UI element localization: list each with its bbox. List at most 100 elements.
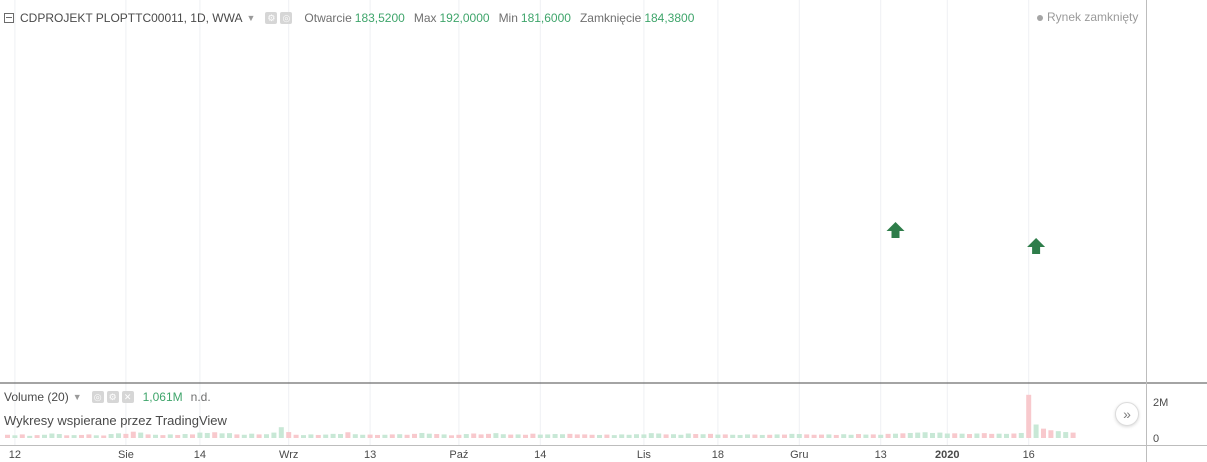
volume-bar [611,435,617,438]
volume-bar [515,434,521,438]
volume-bar [745,434,750,438]
volume-bar [182,434,188,438]
chart-annotations [886,222,1046,254]
date-tick-label: Paź [449,449,468,461]
volume-bar [833,434,839,438]
up-arrow-icon [1027,238,1046,254]
volume-bar [197,432,203,438]
date-tick-label: 2020 [935,449,959,461]
volume-bar [870,434,876,438]
volume-bar [315,434,321,438]
volume-bar [130,431,136,438]
volume-bar [1011,433,1017,438]
volume-bar [12,435,18,438]
open-label: Otwarcie [304,11,352,25]
date-tick-label: Gru [790,449,808,461]
volume-bar [264,434,269,438]
date-tick-label: 16 [1023,449,1035,461]
close-icon[interactable]: ✕ [121,391,134,403]
volume-bar [863,434,869,438]
volume-bar [989,433,995,438]
date-tick-label: 13 [364,449,376,461]
volume-bar [56,434,62,438]
settings-icon[interactable]: ⚙ [106,391,119,403]
close-label: Zamknięcie [579,11,642,25]
market-status: Rynek zamknięty [1037,10,1138,24]
visibility-icon[interactable]: ◎ [91,391,104,403]
volume-bar [811,434,817,438]
volume-bar [308,434,314,438]
volume-bar [108,434,114,438]
powered-by-text[interactable]: Wykresy wspierane przez TradingView [4,413,227,428]
volume-bar [552,434,558,438]
volume-bar [804,434,810,438]
date-tick-label: 13 [875,449,887,461]
volume-bar [345,432,351,438]
volume-bar [885,433,891,438]
volume-na: n.d. [190,390,211,404]
symbol-icon[interactable] [4,13,14,23]
volume-bar [116,433,121,438]
chevron-down-icon[interactable]: ▼ [246,13,256,23]
volume-bar [419,432,425,438]
date-tick-label: Lis [637,449,652,461]
scroll-right-icon[interactable]: » [1115,402,1139,426]
volume-bars [5,394,1076,438]
volume-bar [286,432,292,438]
volume-label[interactable]: Volume (20) [4,390,69,404]
volume-bar [463,434,469,438]
volume-bar [722,434,728,438]
volume-bar [456,434,462,438]
volume-bar [730,434,736,438]
volume-bar [27,435,33,438]
volume-bar [278,427,284,438]
volume-bar [589,434,595,438]
volume-bar [360,434,366,438]
volume-bar [234,434,240,438]
visibility-icon[interactable]: ◎ [280,12,293,24]
volume-bar [685,433,691,438]
volume-bar [634,434,639,438]
volume-bar [656,433,662,438]
volume-bar [715,434,721,438]
volume-bar [856,434,861,438]
chart-grid [14,0,1030,445]
volume-bar [671,434,676,438]
volume-bar [19,434,25,438]
date-tick-label: 14 [534,449,546,461]
volume-bar [241,434,247,438]
volume-bar [426,433,432,438]
volume-bar [441,434,447,438]
date-tick-label: 12 [9,449,21,461]
volume-bar [545,434,551,438]
volume-bar [678,434,684,438]
volume-bar [930,432,935,438]
volume-bar [1063,432,1069,438]
min-label: Min [498,11,518,25]
volume-bar [693,434,699,438]
volume-bar [397,434,403,438]
volume-bar [567,433,573,438]
date-tick-label: 18 [712,449,724,461]
volume-bar [404,434,410,438]
volume-bar [471,433,477,438]
volume-bar [893,433,898,438]
volume-bar [900,433,906,438]
volume-bar [338,434,343,438]
volume-bar [1033,424,1039,438]
volume-bar [367,434,373,438]
symbol-title[interactable]: CDPROJEKT PLOPTTC00011, 1D, WWA [20,11,243,25]
volume-bar [493,433,499,438]
volume-bar [523,434,528,438]
settings-icon[interactable]: ⚙ [265,12,278,24]
volume-bar [878,434,884,438]
volume-bar [93,435,99,438]
volume-bar [153,434,158,438]
volume-bar [64,435,70,438]
volume-bar [752,434,758,438]
max-label: Max [413,11,437,25]
chevron-down-icon[interactable]: ▼ [72,392,82,402]
volume-bar [981,433,987,438]
volume-tick-label: 2M [1153,397,1168,409]
